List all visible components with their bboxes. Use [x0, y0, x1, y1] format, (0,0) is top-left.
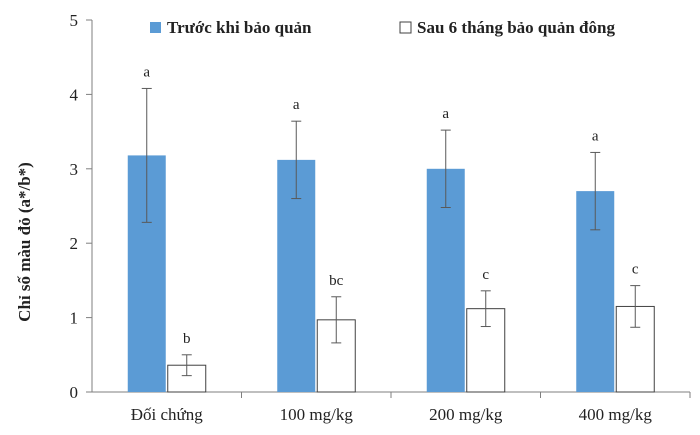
significance-letter: a	[442, 106, 449, 122]
significance-letter: a	[592, 128, 599, 144]
y-axis-label: Chỉ số màu đỏ (a*/b*)	[15, 162, 34, 322]
significance-letter: a	[143, 64, 150, 80]
y-tick-label: 1	[70, 309, 79, 328]
y-tick-label: 5	[70, 11, 79, 30]
significance-letter: a	[293, 97, 300, 113]
y-tick-label: 4	[70, 85, 79, 104]
y-tick-label: 3	[70, 160, 79, 179]
x-tick-label: 100 mg/kg	[280, 405, 354, 424]
legend-label: Trước khi bảo quản	[167, 18, 312, 37]
x-tick-label: 200 mg/kg	[429, 405, 503, 424]
significance-letter: c	[482, 267, 489, 283]
legend-label: Sau 6 tháng bảo quản đông	[417, 18, 615, 37]
x-tick-label: Đối chứng	[131, 405, 204, 424]
legend-swatch	[150, 22, 161, 33]
significance-letter: c	[632, 262, 639, 278]
significance-letter: b	[183, 331, 191, 347]
legend-swatch	[399, 21, 412, 34]
y-tick-label: 2	[70, 234, 79, 253]
y-tick-label: 0	[70, 383, 79, 402]
bar	[615, 305, 655, 393]
significance-letter: bc	[329, 273, 344, 289]
x-tick-label: 400 mg/kg	[579, 405, 653, 424]
